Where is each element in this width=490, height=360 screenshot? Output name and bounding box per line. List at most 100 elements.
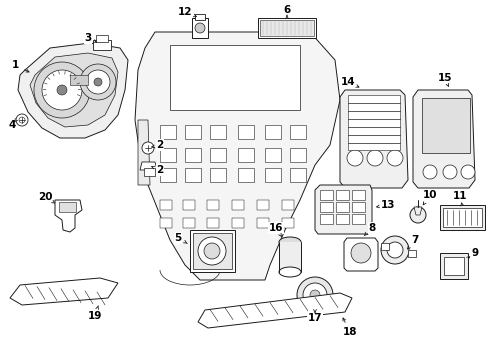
Bar: [185, 125, 201, 139]
Bar: [170, 45, 300, 110]
Bar: [336, 202, 349, 212]
Bar: [260, 20, 314, 36]
Bar: [265, 148, 281, 162]
Bar: [232, 218, 244, 228]
Text: 5: 5: [174, 233, 182, 243]
Bar: [320, 190, 333, 200]
Text: 14: 14: [341, 77, 355, 87]
Text: 18: 18: [343, 327, 357, 337]
Polygon shape: [18, 43, 128, 138]
Bar: [210, 125, 226, 139]
Text: 11: 11: [453, 191, 467, 201]
Bar: [422, 98, 470, 153]
Circle shape: [351, 243, 371, 263]
Bar: [320, 214, 333, 224]
Circle shape: [42, 70, 82, 110]
Bar: [193, 233, 232, 269]
Polygon shape: [135, 32, 340, 280]
Bar: [210, 168, 226, 182]
Circle shape: [387, 242, 403, 258]
Circle shape: [80, 64, 116, 100]
Polygon shape: [340, 90, 408, 188]
Bar: [207, 218, 219, 228]
Circle shape: [16, 114, 28, 126]
Ellipse shape: [279, 267, 301, 277]
Circle shape: [94, 78, 102, 86]
Text: 8: 8: [368, 223, 376, 233]
Polygon shape: [140, 162, 157, 170]
Circle shape: [198, 237, 226, 265]
Bar: [443, 208, 482, 227]
Circle shape: [303, 283, 327, 307]
Polygon shape: [30, 53, 118, 127]
Bar: [257, 218, 269, 228]
Bar: [70, 75, 88, 85]
Bar: [210, 148, 226, 162]
Bar: [183, 218, 195, 228]
Text: 10: 10: [423, 190, 437, 200]
Circle shape: [297, 277, 333, 313]
Polygon shape: [55, 200, 82, 232]
Bar: [279, 242, 301, 272]
Circle shape: [204, 243, 220, 259]
Bar: [336, 214, 349, 224]
Bar: [160, 168, 176, 182]
Bar: [320, 202, 333, 212]
Circle shape: [34, 62, 90, 118]
Bar: [160, 125, 176, 139]
Text: 2: 2: [156, 165, 164, 175]
Bar: [352, 214, 365, 224]
Bar: [192, 18, 208, 38]
Bar: [282, 200, 294, 210]
Text: 4: 4: [8, 120, 16, 130]
Polygon shape: [10, 278, 118, 305]
Circle shape: [195, 23, 205, 33]
Bar: [352, 202, 365, 212]
Circle shape: [443, 165, 457, 179]
Bar: [190, 230, 235, 272]
Polygon shape: [413, 90, 475, 188]
Bar: [352, 190, 365, 200]
Bar: [160, 218, 172, 228]
Text: 20: 20: [38, 192, 52, 202]
Bar: [232, 200, 244, 210]
Bar: [282, 218, 294, 228]
Circle shape: [367, 150, 383, 166]
Bar: [265, 125, 281, 139]
Bar: [290, 125, 306, 139]
Polygon shape: [138, 120, 150, 185]
Text: 13: 13: [381, 200, 395, 210]
Bar: [336, 190, 349, 200]
Text: 1: 1: [11, 60, 19, 70]
Bar: [183, 200, 195, 210]
Circle shape: [86, 70, 110, 94]
Text: 2: 2: [156, 140, 164, 150]
Circle shape: [310, 290, 320, 300]
Circle shape: [381, 236, 409, 264]
Bar: [160, 148, 176, 162]
Bar: [444, 257, 464, 275]
Text: 17: 17: [308, 313, 322, 323]
Bar: [96, 35, 108, 42]
Bar: [144, 168, 155, 176]
Bar: [185, 148, 201, 162]
Bar: [185, 168, 201, 182]
Bar: [265, 168, 281, 182]
Ellipse shape: [279, 237, 301, 247]
Circle shape: [347, 150, 363, 166]
Bar: [290, 148, 306, 162]
Polygon shape: [59, 202, 76, 212]
Bar: [440, 205, 485, 230]
Text: 16: 16: [269, 223, 283, 233]
Circle shape: [423, 165, 437, 179]
Polygon shape: [414, 207, 422, 215]
Circle shape: [19, 117, 25, 123]
Text: 6: 6: [283, 5, 291, 15]
Polygon shape: [344, 238, 378, 271]
Bar: [93, 40, 111, 50]
Bar: [195, 14, 205, 20]
Bar: [160, 200, 172, 210]
Bar: [238, 148, 254, 162]
Text: 15: 15: [438, 73, 452, 83]
Circle shape: [387, 150, 403, 166]
